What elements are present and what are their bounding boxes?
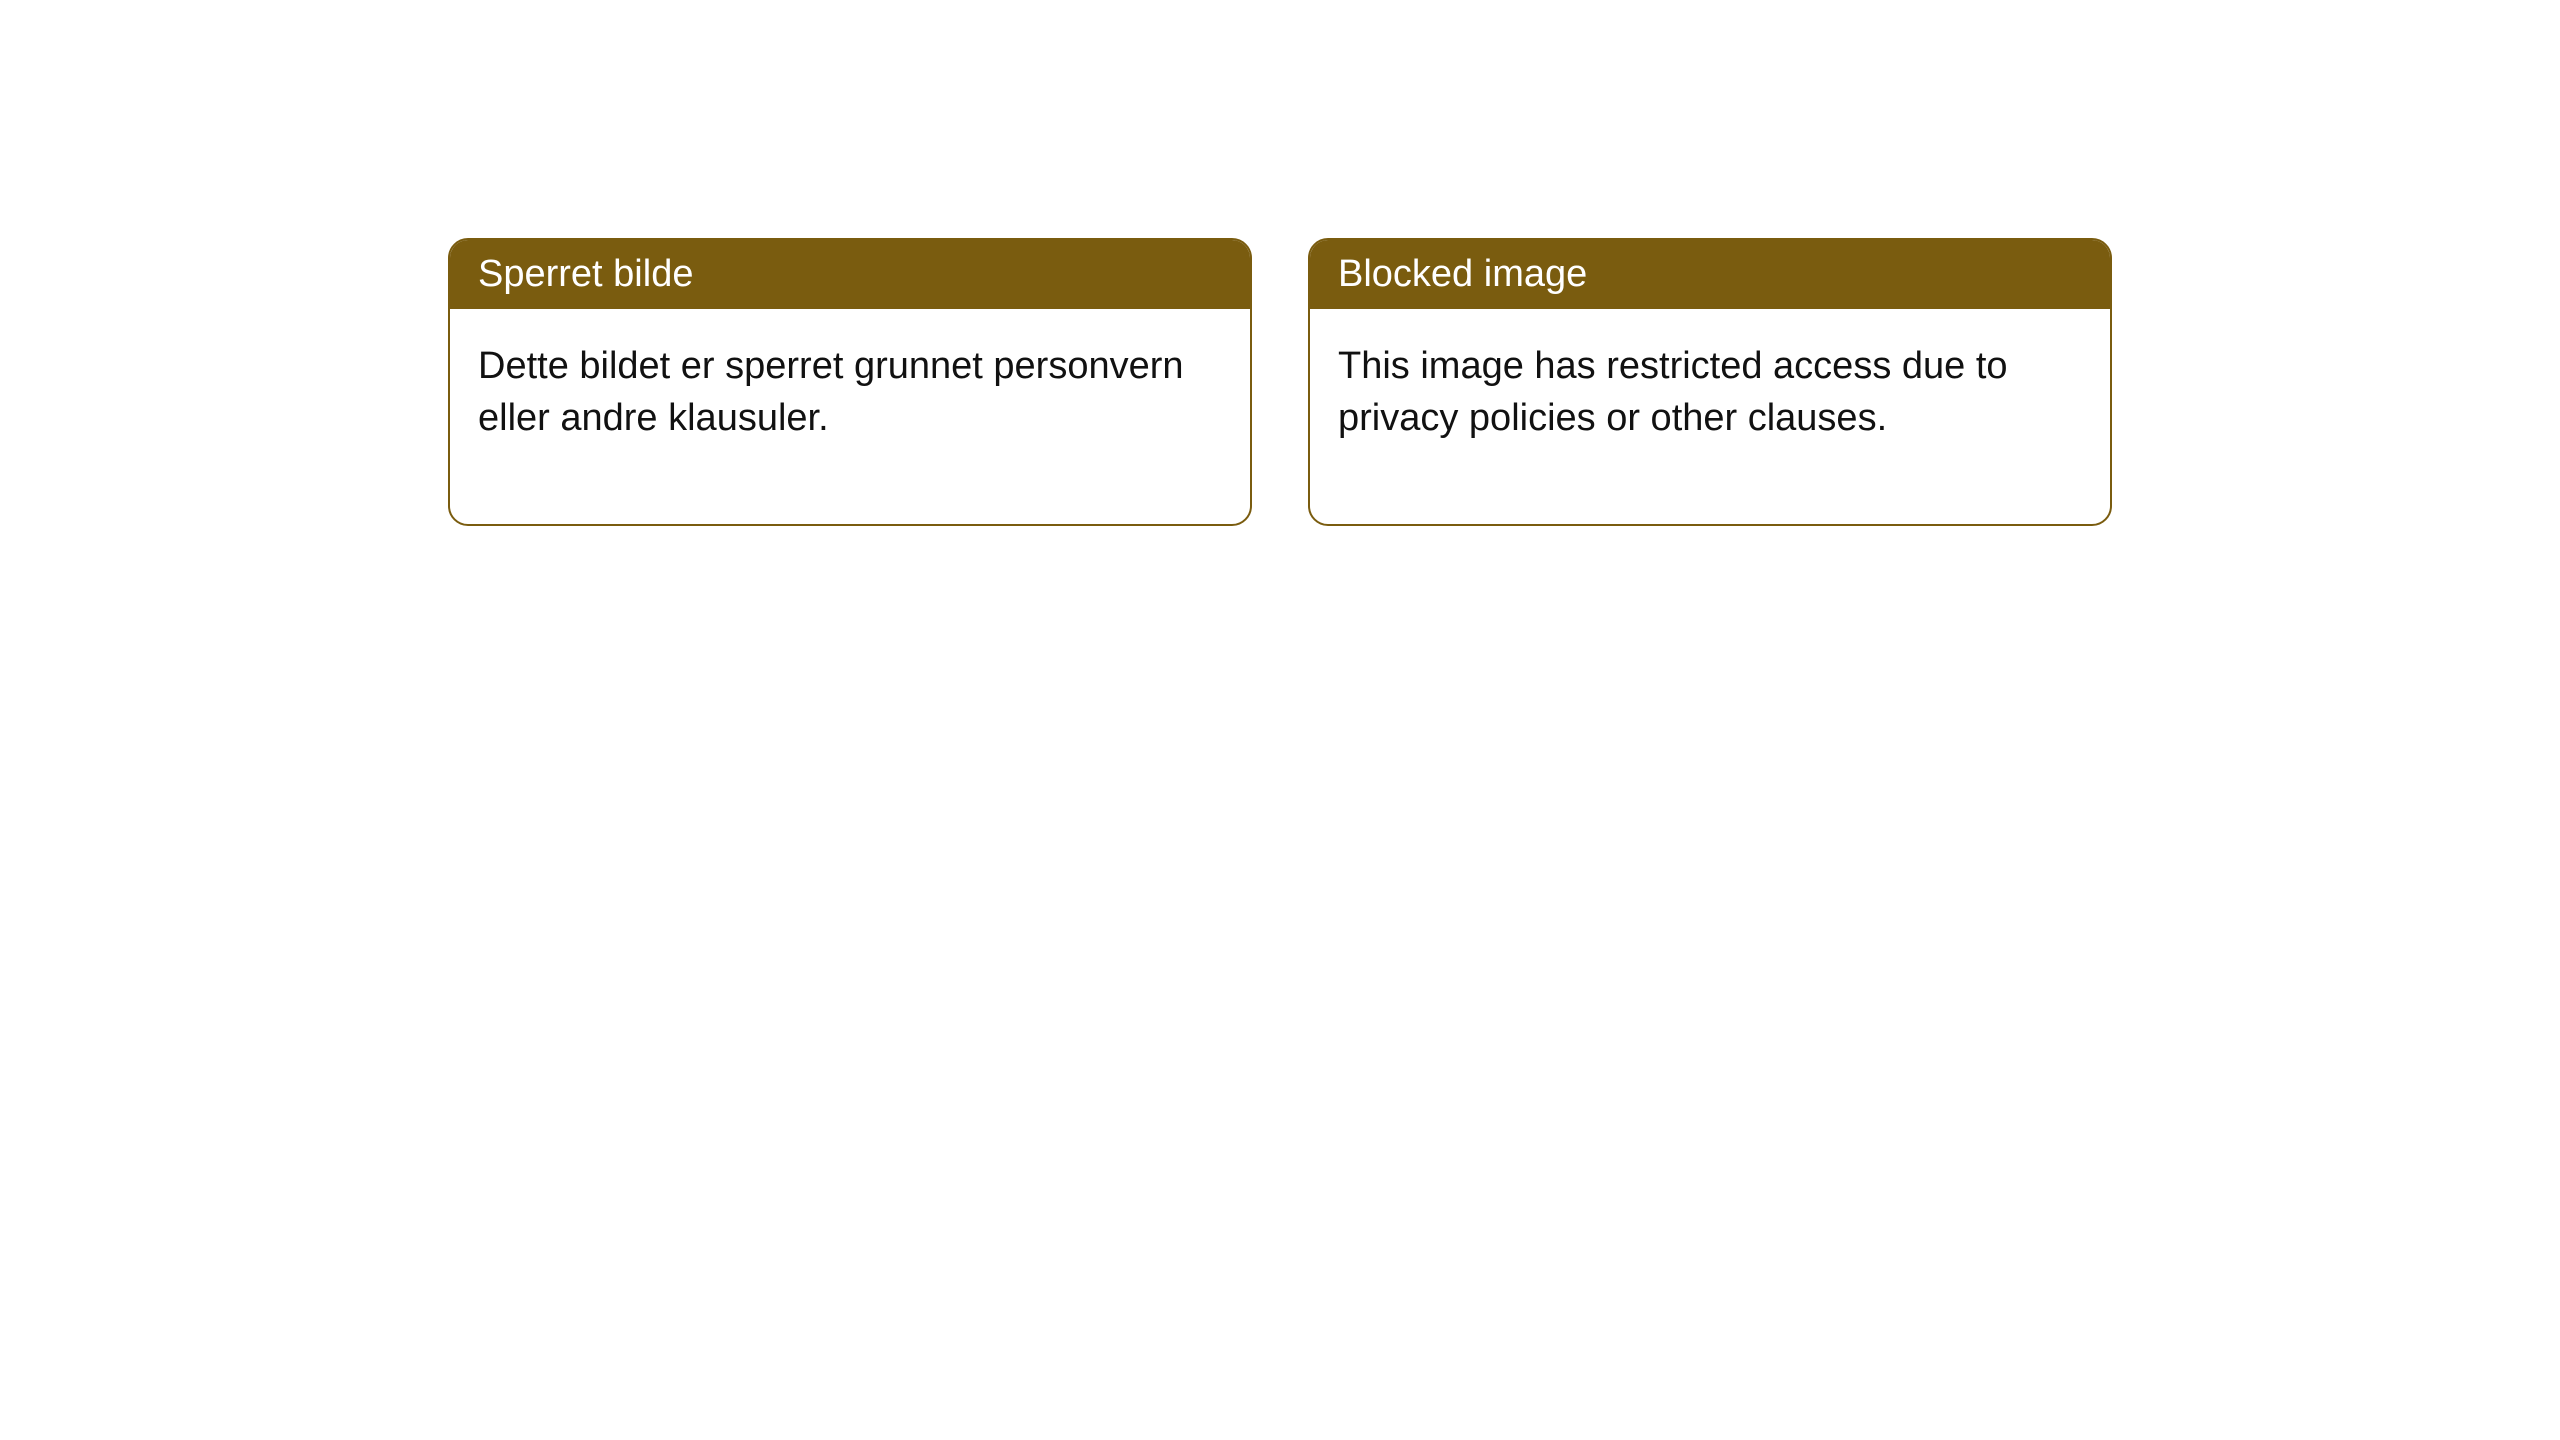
notice-container: Sperret bilde Dette bildet er sperret gr… xyxy=(0,0,2560,526)
notice-body-norwegian: Dette bildet er sperret grunnet personve… xyxy=(450,309,1250,524)
notice-body-english: This image has restricted access due to … xyxy=(1310,309,2110,524)
notice-title-norwegian: Sperret bilde xyxy=(450,240,1250,309)
notice-card-english: Blocked image This image has restricted … xyxy=(1308,238,2112,526)
notice-card-norwegian: Sperret bilde Dette bildet er sperret gr… xyxy=(448,238,1252,526)
notice-title-english: Blocked image xyxy=(1310,240,2110,309)
